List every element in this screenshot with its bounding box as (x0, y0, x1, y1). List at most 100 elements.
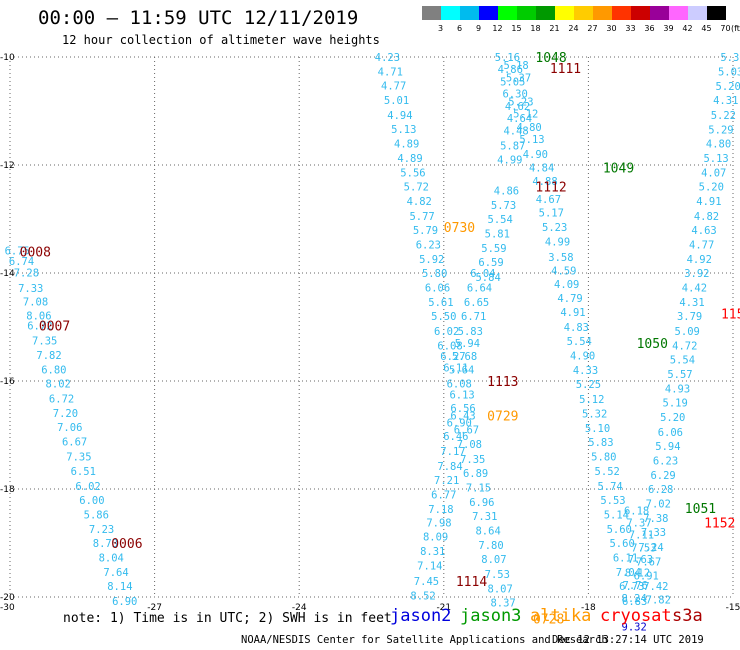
wave-height-label: 6.29 (650, 470, 675, 482)
wave-height-label: 5.61 (428, 297, 453, 309)
wave-height-label: 5.64 (449, 365, 474, 377)
time-label: 1051 (685, 502, 716, 517)
wave-height-label: 7.35 (460, 454, 485, 466)
wave-height-label: 5.05 (500, 76, 525, 88)
legend-jason3: jason3 (460, 606, 522, 626)
wave-height-label: 8.37 (490, 597, 515, 609)
wave-height-label: 5.23 (508, 96, 533, 108)
wave-height-label: 5.14 (604, 509, 629, 521)
colorbar-tick: 27 (587, 24, 597, 33)
wave-height-label: 6.08 (437, 340, 462, 352)
wave-height-label: 6.28 (648, 484, 673, 496)
wave-height-label: 6.46 (443, 431, 468, 443)
wave-height-label: 6.11 (613, 553, 638, 565)
wave-height-label: 5.94 (455, 338, 480, 350)
wave-height-label: 7.18 (428, 504, 453, 516)
wave-height-label: 7.67 (636, 556, 661, 568)
wave-height-label: 6.74 (9, 256, 34, 268)
wave-height-label: 3.92 (684, 268, 709, 280)
wave-height-label: 4.94 (387, 110, 412, 122)
wave-height-label: 6.75 (5, 245, 30, 257)
colorbar-tick: 21 (549, 24, 559, 33)
wave-height-label: 7.84 (437, 461, 462, 473)
wave-height-label: 5.25 (576, 379, 601, 391)
wave-height-label: 8.24 (622, 593, 647, 605)
y-tick-label: -14 (0, 269, 15, 279)
wave-height-label: 7.23 (89, 524, 114, 536)
footer-note: note: 1) Time is in UTC; 2) SWH is in fe… (63, 611, 392, 626)
wave-height-label: 5.09 (675, 326, 700, 338)
wave-height-label: 5.50 (431, 311, 456, 323)
wave-height-label: 6.06 (425, 283, 450, 295)
colorbar-tick: 30 (606, 24, 616, 33)
wave-height-label: 8.73 (93, 538, 118, 550)
wave-height-label: 5.87 (500, 141, 525, 153)
wave-height-label: 6.02 (75, 481, 100, 493)
wave-height-label: 7.64 (103, 567, 128, 579)
time-label: 1050 (637, 337, 668, 352)
wave-height-label: 5.17 (539, 208, 564, 220)
wave-height-label: 5.54 (488, 214, 513, 226)
wave-height-label: 5.22 (711, 110, 736, 122)
wave-height-label: 7.28 (14, 267, 39, 279)
wave-height-label: 6.91 (634, 570, 659, 582)
wave-height-label: 8.07 (481, 554, 506, 566)
wave-height-label: 7.04 (616, 567, 641, 579)
wave-height-label: 5.53 (600, 495, 625, 507)
wave-height-label: 8.02 (46, 379, 71, 391)
wave-height-label: 7.80 (478, 540, 503, 552)
wave-height-label: 4.90 (570, 351, 595, 363)
wave-height-label: 5.03 (718, 67, 740, 79)
wave-height-label: 4.48 (503, 125, 528, 137)
wave-height-label: 4.63 (691, 225, 716, 237)
wave-height-label: 5.94 (655, 441, 680, 453)
wave-height-label: 6.80 (41, 365, 66, 377)
wave-height-label: 7.11 (629, 529, 654, 541)
wave-height-label: 4.84 (529, 163, 554, 175)
wave-height-label: 5.56 (400, 168, 425, 180)
wave-height-label: 5.18 (503, 60, 528, 72)
wave-height-label: 5.86 (84, 509, 109, 521)
wave-height-label: 5.13 (391, 124, 416, 136)
wave-height-label: 4.72 (672, 340, 697, 352)
colorbar-swatch (441, 6, 460, 20)
colorbar-tick: 18 (530, 24, 540, 33)
wave-height-label: 6.23 (653, 455, 678, 467)
colorbar-tick: 42 (682, 24, 692, 33)
wave-height-label: 7.14 (417, 561, 442, 573)
wave-height-label: 8.14 (107, 581, 132, 593)
wave-height-label: 4.80 (706, 138, 731, 150)
wave-height-label: 6.73 (619, 581, 644, 593)
colorbar-tick: 24 (568, 24, 578, 33)
wave-height-label: 5.12 (579, 394, 604, 406)
wave-height-label: 3.58 (548, 252, 573, 264)
time-label: 1048 (535, 51, 566, 66)
wave-height-label: 8.09 (423, 532, 448, 544)
wave-height-label: 5.77 (409, 211, 434, 223)
wave-height-label: 4.80 (516, 122, 541, 134)
wave-height-label: 7.15 (466, 482, 491, 494)
y-tick-label: -12 (0, 161, 15, 171)
time-label: 1113 (487, 375, 518, 390)
wave-height-label: 5.36 (720, 52, 740, 64)
wave-height-label: 4.31 (679, 297, 704, 309)
wave-height-label: 4.88 (532, 176, 557, 188)
wave-height-label: 5.72 (404, 182, 429, 194)
wave-height-label: 4.77 (689, 239, 714, 251)
colorbar-tick: 33 (625, 24, 635, 33)
wave-height-label: 8.12 (625, 568, 650, 580)
legend-jason2: jason2 (390, 606, 452, 626)
wave-height-label: 4.89 (397, 153, 422, 165)
x-tick-label: -15 (726, 603, 740, 613)
wave-height-label: 7.35 (32, 336, 57, 348)
wave-height-label: 5.52 (595, 466, 620, 478)
wave-height-label: 9.32 (622, 622, 647, 634)
wave-height-label: 4.99 (497, 155, 522, 167)
wave-height-label: 6.67 (62, 436, 87, 448)
wave-height-label: 4.23 (375, 52, 400, 64)
wave-height-label: 4.79 (557, 293, 582, 305)
wave-height-label: 5.83 (458, 326, 483, 338)
wave-height-label: 7.02 (646, 499, 671, 511)
wave-height-label: 4.83 (564, 322, 589, 334)
wave-height-label: 5.37 (506, 73, 531, 85)
